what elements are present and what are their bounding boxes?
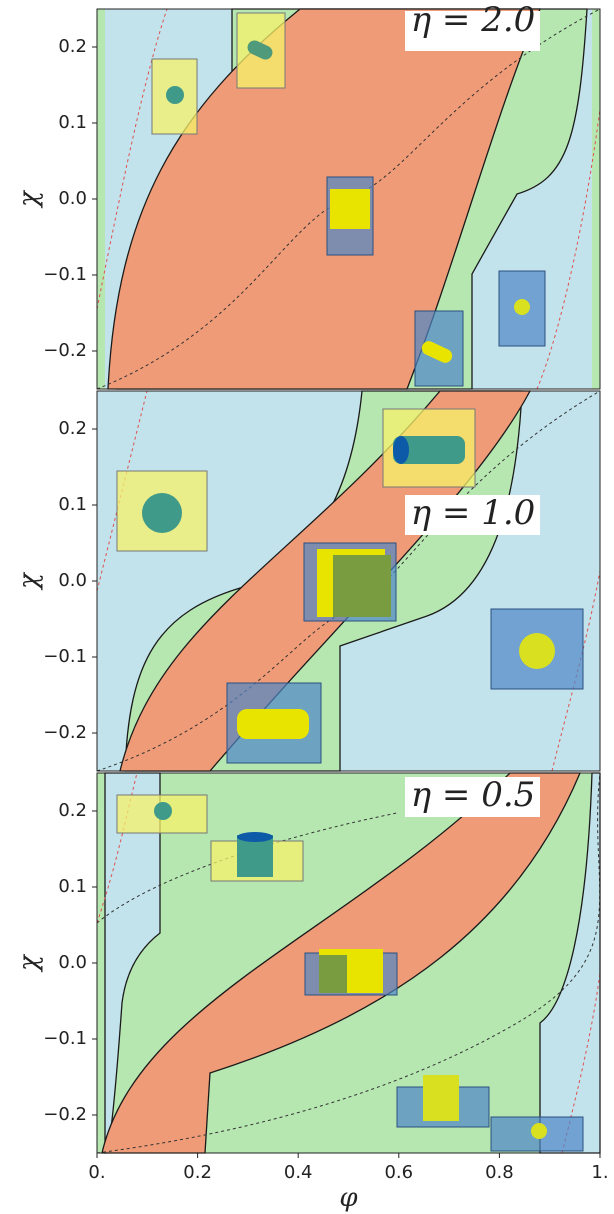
inset <box>116 794 208 834</box>
annotation: η = 0.5 <box>411 775 536 815</box>
inset <box>490 608 584 690</box>
inset <box>326 176 374 256</box>
annotation: η = 1.0 <box>411 493 536 533</box>
y-tick-label: 0.2 <box>58 800 87 821</box>
dashed-curve <box>561 972 601 1154</box>
y-tick-label: −0.2 <box>43 722 87 743</box>
inset <box>226 682 322 764</box>
x-tick-label: 1. <box>591 1162 608 1183</box>
inset <box>151 58 198 135</box>
y-tick-label: −0.2 <box>43 340 87 361</box>
inset <box>382 408 476 488</box>
y-tick-label: 0.1 <box>58 112 87 133</box>
x-tick-label: 0.2 <box>183 1162 212 1183</box>
y-tick-label: 0.1 <box>58 494 87 515</box>
y-tick-label: −0.1 <box>43 264 87 285</box>
dashed-curve <box>96 772 138 924</box>
panel <box>96 8 601 390</box>
inset <box>236 12 286 89</box>
y-axis-label: χ <box>14 571 44 591</box>
panel <box>96 390 601 772</box>
y-tick-label: 0.2 <box>58 36 87 57</box>
inset <box>210 832 304 882</box>
inset <box>490 1116 584 1152</box>
dashed-curve <box>96 772 601 1154</box>
x-tick-label: 0.6 <box>384 1162 413 1183</box>
y-tick-label: −0.1 <box>43 1028 87 1049</box>
y-tick-label: −0.2 <box>43 1104 87 1125</box>
inset <box>304 949 398 996</box>
dashed-curve <box>96 8 601 390</box>
y-tick-label: 0.2 <box>58 418 87 439</box>
dashed-curve <box>536 108 601 390</box>
y-tick-label: 0.1 <box>58 876 87 897</box>
y-axis-label: χ <box>14 953 44 973</box>
inset <box>303 542 397 622</box>
y-tick-label: −0.1 <box>43 646 87 667</box>
dashed-curve <box>96 8 168 310</box>
dashed-curve <box>96 390 601 772</box>
annotation: η = 2.0 <box>411 0 536 40</box>
y-tick-label: 0.0 <box>58 952 87 973</box>
panel <box>96 772 601 1154</box>
region-green <box>592 9 600 389</box>
annotation-box <box>405 777 540 817</box>
inset <box>498 270 546 347</box>
region-green <box>97 9 105 389</box>
annotation-box <box>405 11 540 51</box>
y-tick-label: 0.0 <box>58 188 87 209</box>
inset <box>116 470 208 552</box>
x-axis-label: φ <box>339 1183 358 1213</box>
dashed-curve <box>551 570 601 772</box>
inset <box>414 310 464 387</box>
annotation-box <box>405 495 540 535</box>
x-tick-label: 0.8 <box>485 1162 514 1183</box>
y-axis-label: χ <box>14 189 44 209</box>
inset <box>396 1075 490 1128</box>
x-tick-label: 0.4 <box>284 1162 313 1183</box>
x-tick-label: 0. <box>88 1162 105 1183</box>
y-tick-label: 0.0 <box>58 570 87 591</box>
